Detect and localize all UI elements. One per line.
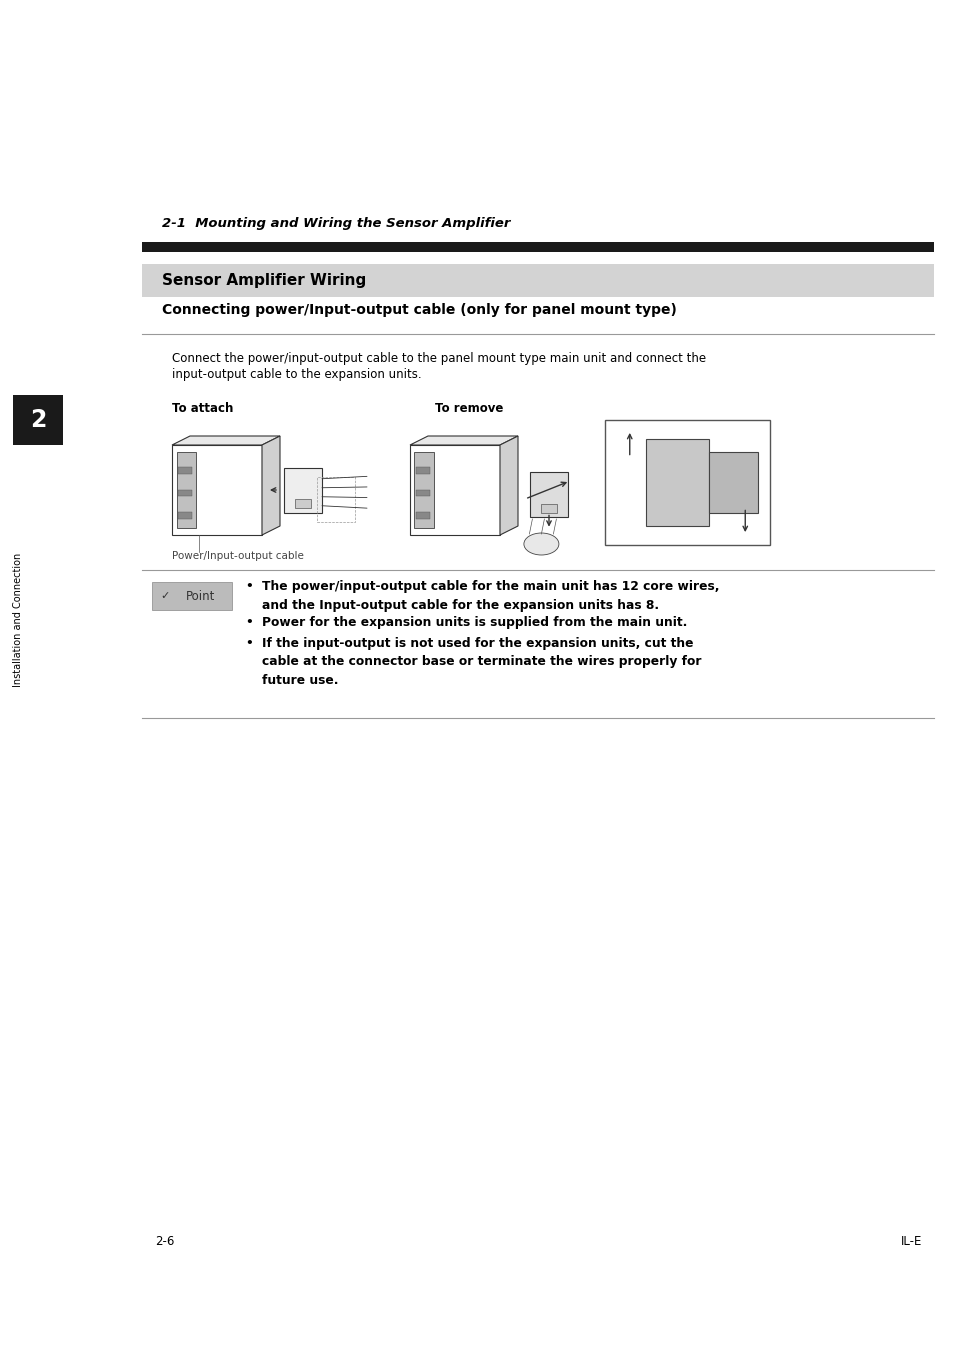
Text: IL-E: IL-E [900, 1235, 921, 1247]
Polygon shape [499, 436, 517, 535]
Polygon shape [172, 436, 280, 446]
Text: •: • [245, 637, 253, 649]
Text: Installation and Connection: Installation and Connection [13, 554, 23, 687]
Bar [295, 500, 311, 508]
Text: Power for the expansion units is supplied from the main unit.: Power for the expansion units is supplie… [262, 616, 687, 629]
Text: future use.: future use. [262, 674, 338, 687]
Bar [416, 490, 430, 497]
Bar [604, 420, 769, 545]
Ellipse shape [523, 533, 558, 555]
Bar [316, 477, 355, 521]
Text: 2-1  Mounting and Wiring the Sensor Amplifier: 2-1 Mounting and Wiring the Sensor Ampli… [162, 217, 510, 230]
Text: 2: 2 [30, 408, 46, 432]
Text: and the Input-output cable for the expansion units has 8.: and the Input-output cable for the expan… [262, 598, 659, 612]
Text: cable at the connector base or terminate the wires properly for: cable at the connector base or terminate… [262, 656, 700, 668]
Bar [142, 265, 933, 297]
Text: Connecting power/Input-output cable (only for panel mount type): Connecting power/Input-output cable (onl… [162, 302, 677, 317]
Bar [152, 582, 232, 610]
Bar [541, 504, 556, 513]
Bar [172, 446, 262, 535]
Bar [142, 242, 933, 252]
Bar [708, 452, 758, 513]
Bar [410, 446, 499, 535]
Bar [178, 490, 192, 497]
Text: The power/input-output cable for the main unit has 12 core wires,: The power/input-output cable for the mai… [262, 580, 719, 593]
Text: input-output cable to the expansion units.: input-output cable to the expansion unit… [172, 369, 421, 381]
Bar [176, 452, 196, 528]
Bar [284, 467, 322, 513]
Polygon shape [410, 436, 517, 446]
Bar [645, 439, 708, 526]
Text: Power/Input-output cable: Power/Input-output cable [172, 551, 304, 562]
Text: 2-6: 2-6 [154, 1235, 174, 1247]
Text: To remove: To remove [435, 402, 503, 414]
Bar [178, 467, 192, 474]
Bar [416, 513, 430, 518]
Polygon shape [262, 436, 280, 535]
Bar [178, 513, 192, 518]
Bar [530, 472, 567, 517]
Text: If the input-output is not used for the expansion units, cut the: If the input-output is not used for the … [262, 637, 693, 649]
Bar [416, 467, 430, 474]
Text: Point: Point [186, 590, 215, 602]
Text: Sensor Amplifier Wiring: Sensor Amplifier Wiring [162, 273, 366, 288]
Text: Connect the power/input-output cable to the panel mount type main unit and conne: Connect the power/input-output cable to … [172, 352, 705, 365]
Text: •: • [245, 580, 253, 593]
Text: To attach: To attach [172, 402, 233, 414]
Text: •: • [245, 616, 253, 629]
Text: ✓: ✓ [160, 591, 170, 601]
Bar [13, 396, 63, 446]
Bar [414, 452, 434, 528]
